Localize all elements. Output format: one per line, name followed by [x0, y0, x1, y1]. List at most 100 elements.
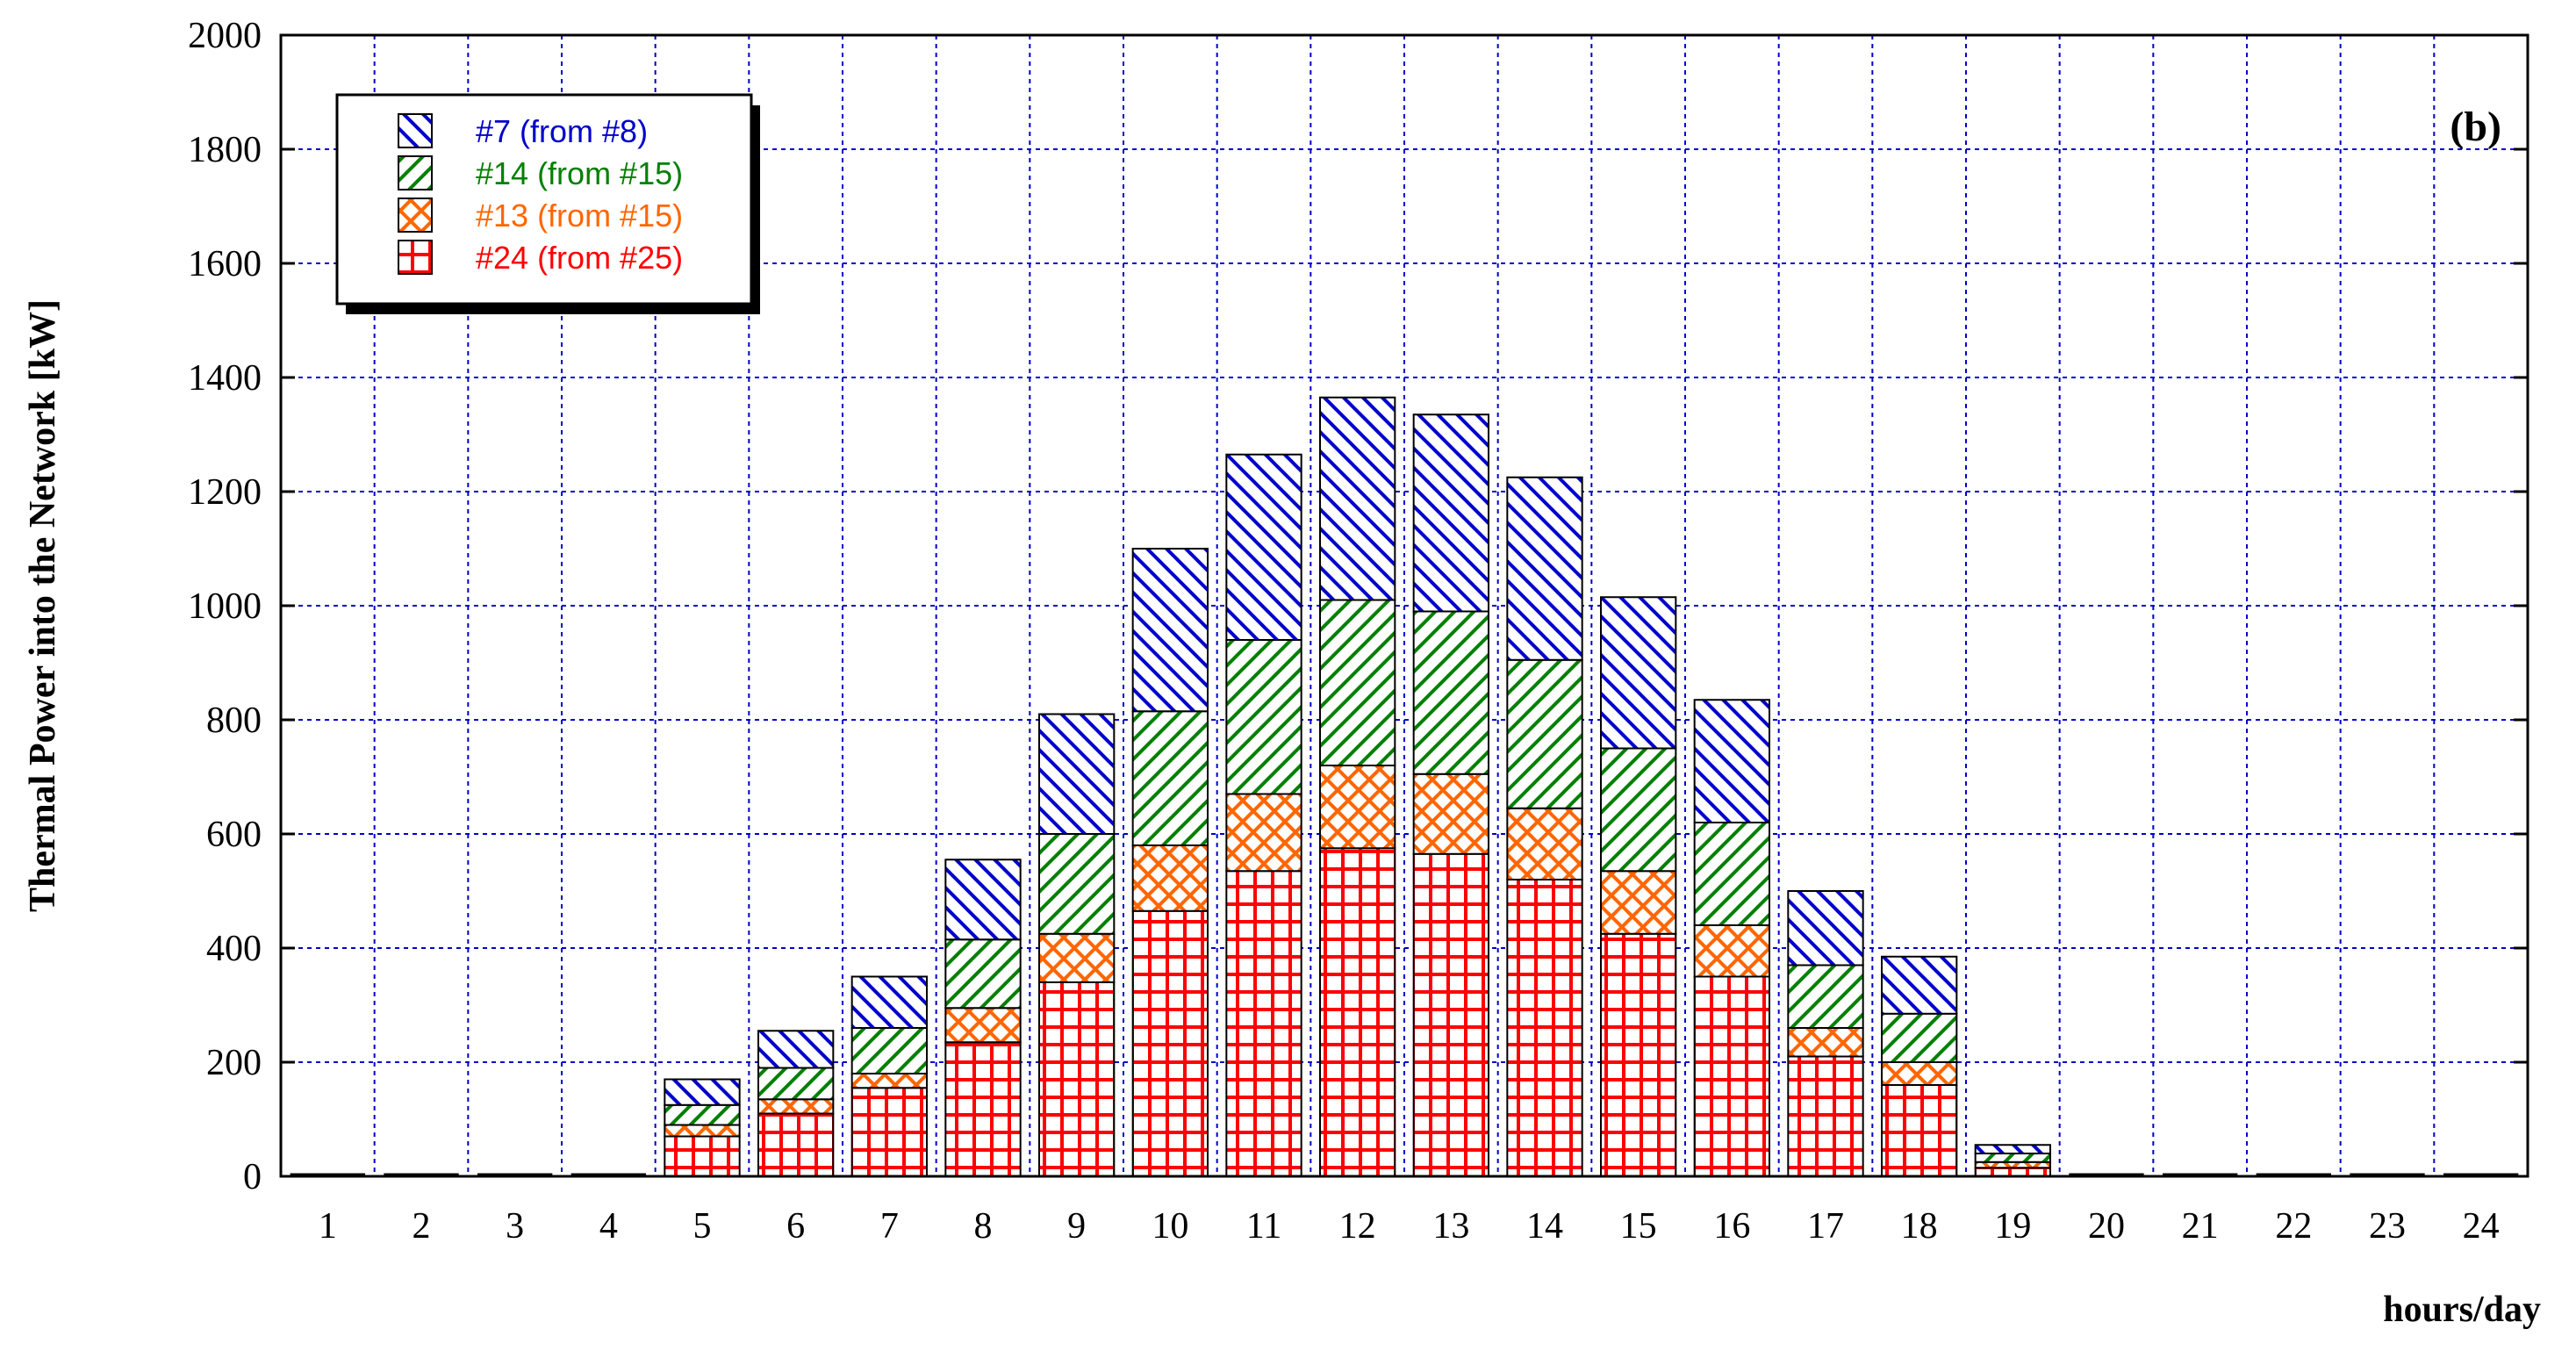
bar-segment: [944, 938, 1022, 1010]
bar-segment: [1038, 932, 1116, 983]
bar-segment: [1319, 847, 1396, 1177]
bar-segment: [757, 1098, 835, 1115]
legend-label: #14 (from #15): [476, 155, 683, 191]
x-tick-label: 9: [1067, 1206, 1086, 1247]
bar-segment: [1506, 658, 1583, 809]
x-tick-label: 17: [1807, 1206, 1844, 1247]
legend-label: #7 (from #8): [476, 113, 648, 149]
bar-segment: [1506, 879, 1583, 1177]
bar-segment: [757, 1067, 835, 1101]
bar-segment: [1038, 713, 1116, 835]
bar-segment: [1225, 793, 1302, 873]
bar-segment: [757, 1112, 835, 1177]
x-tick-label: 23: [2369, 1206, 2406, 1247]
y-tick-label: 2000: [188, 16, 262, 56]
x-tick-label: 16: [1713, 1206, 1750, 1247]
y-tick-label: 1800: [188, 130, 262, 170]
bar-segment: [1974, 1144, 2052, 1154]
legend-swatch: [398, 198, 433, 233]
x-axis-title: hours/day: [2383, 1290, 2541, 1330]
bar-segment: [944, 1007, 1022, 1044]
legend: #7 (from #8) #14 (from #15) #13 (from #15)…: [335, 93, 760, 314]
bar-segment: [1881, 1061, 1958, 1086]
y-tick-label: 1400: [188, 358, 262, 399]
y-axis-ticks: 0 200 400 600 800 1000 1200 1400 1600 1800 2000: [188, 16, 2528, 1197]
bars: [290, 396, 2519, 1177]
x-tick-label: 13: [1432, 1206, 1469, 1247]
x-tick-label: 22: [2275, 1206, 2312, 1247]
bar-segment: [1600, 870, 1677, 935]
bar-segment: [850, 1087, 929, 1177]
bar-segment: [1787, 890, 1864, 967]
bar-segment: [664, 1078, 741, 1106]
x-tick-label: 2: [413, 1206, 431, 1247]
x-tick-label: 20: [2088, 1206, 2125, 1247]
x-tick-label: 5: [693, 1206, 712, 1247]
y-tick-label: 1000: [188, 586, 262, 627]
bar-segment: [1412, 610, 1489, 775]
bar-segment: [1038, 981, 1116, 1177]
bar-segment: [664, 1135, 741, 1177]
x-tick-label: 3: [506, 1206, 524, 1247]
bar-segment: [1600, 596, 1677, 750]
bar-segment: [1881, 955, 1958, 1015]
bar-segment: [1131, 909, 1209, 1177]
x-tick-label: 18: [1901, 1206, 1938, 1247]
x-tick-label: 8: [974, 1206, 993, 1247]
x-tick-label: 4: [599, 1206, 618, 1247]
bar-segment: [1693, 699, 1770, 823]
bar-segment: [1319, 396, 1396, 601]
bar-segment: [1600, 932, 1677, 1177]
bar-segment: [1225, 870, 1302, 1177]
bar-segment: [1787, 964, 1864, 1029]
x-tick-label: 14: [1526, 1206, 1563, 1247]
panel-label: (b): [2450, 104, 2501, 150]
bar-segment: [1319, 765, 1396, 850]
x-tick-label: 1: [319, 1206, 337, 1247]
bar-segment: [1038, 833, 1116, 935]
x-tick-label: 6: [786, 1206, 805, 1247]
bar-segment: [1787, 1055, 1864, 1177]
y-tick-label: 800: [206, 701, 262, 741]
x-tick-label: 7: [880, 1206, 899, 1247]
bar-segment: [944, 859, 1022, 941]
y-tick-label: 1600: [188, 244, 262, 284]
y-tick-label: 600: [206, 815, 262, 855]
bar-segment: [1506, 476, 1583, 661]
bar-segment: [1131, 710, 1209, 846]
x-axis-ticks: 1 2 3 4 5 6 7 8 9 10 11 12 13 14 15 16 17 18 19 20 21 22 23 24: [319, 1206, 2500, 1247]
y-tick-label: 200: [206, 1043, 262, 1083]
bar-segment: [1412, 852, 1489, 1177]
y-tick-label: 400: [206, 929, 262, 969]
x-tick-label: 24: [2463, 1206, 2500, 1247]
bar-segment: [1412, 773, 1489, 855]
y-axis-title: Thermal Power into the Network [kW]: [23, 299, 63, 912]
bar-segment: [850, 975, 929, 1029]
bar-segment: [1506, 807, 1583, 880]
bar-segment: [850, 1073, 929, 1089]
x-tick-label: 10: [1152, 1206, 1188, 1247]
bar-segment: [664, 1103, 741, 1126]
y-tick-label: 0: [243, 1157, 262, 1197]
bar-segment: [944, 1041, 1022, 1177]
legend-swatch: [398, 113, 433, 148]
x-tick-label: 15: [1620, 1206, 1657, 1247]
bar-segment: [664, 1124, 741, 1138]
bar-segment: [1131, 844, 1209, 912]
bar-segment: [1693, 975, 1770, 1177]
x-tick-label: 19: [1994, 1206, 2031, 1247]
y-tick-label: 1200: [188, 472, 262, 513]
grid: [281, 35, 2528, 1176]
bar-segment: [1693, 822, 1770, 926]
bar-segment: [1131, 548, 1209, 713]
legend-swatch: [398, 155, 433, 190]
bar-segment: [1225, 453, 1302, 641]
bar-segment: [1881, 1012, 1958, 1063]
x-tick-label: 21: [2182, 1206, 2219, 1247]
bar-segment: [1225, 639, 1302, 795]
legend-swatch: [398, 240, 433, 275]
bar-segment: [1787, 1027, 1864, 1058]
bar-segment: [850, 1027, 929, 1074]
bar-segment: [1974, 1153, 2052, 1163]
